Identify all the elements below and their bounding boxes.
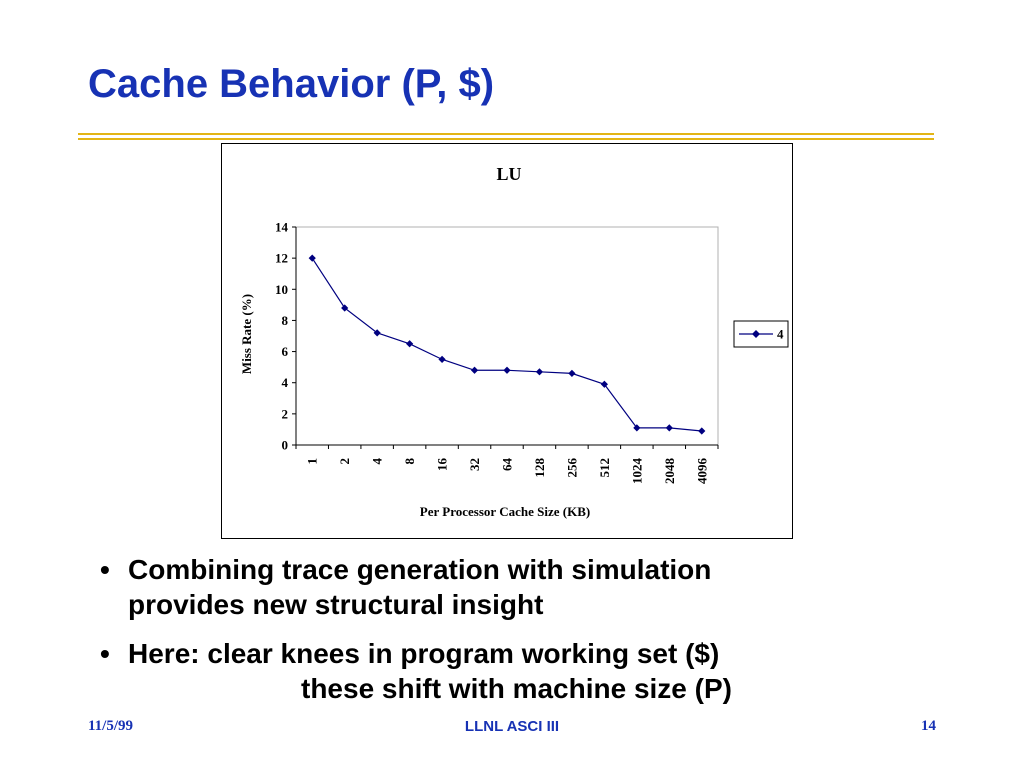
bullet-text-line: these shift with machine size (P): [301, 673, 732, 704]
data-point-marker: [665, 424, 673, 432]
slide-title: Cache Behavior (P, $): [88, 62, 495, 106]
bullet-text-line: Here: clear knees in program working set…: [128, 638, 720, 669]
y-tick-label: 2: [282, 406, 289, 421]
plot-area: [295, 226, 719, 446]
legend-label: 4: [777, 327, 784, 342]
y-tick-label: 10: [275, 282, 288, 297]
y-tick-label: 4: [282, 375, 289, 390]
x-tick-label: 32: [467, 458, 482, 471]
footer-page-number: 14: [921, 718, 936, 734]
bullet-item: • Here: clear knees in program working s…: [100, 636, 950, 706]
x-tick-label: 4: [370, 458, 385, 465]
y-tick-label: 8: [282, 313, 289, 328]
miss-rate-chart: LU 1 2 4 8 16 32 64 128 256 512 1024 2048 4096 02468…: [239, 164, 789, 519]
data-point-marker: [698, 427, 706, 435]
bullet-text-line: Combining trace generation with simulati…: [128, 554, 712, 585]
x-tick-label: 1024: [629, 458, 644, 485]
x-tick-label: 256: [564, 458, 579, 478]
legend-marker: [752, 330, 760, 338]
data-point-marker: [568, 369, 576, 377]
data-point-marker: [600, 380, 608, 388]
x-tick-label: 512: [597, 458, 612, 478]
x-tick-label: 2: [337, 458, 352, 465]
x-tick-label: 4096: [694, 458, 709, 485]
footer-date: 11/5/99: [88, 718, 134, 734]
x-tick-label: 8: [402, 458, 417, 465]
bullet-item: • Combining trace generation with simula…: [100, 552, 950, 622]
y-tick-labels: 0 2 4 6 8 10 12 14: [275, 220, 289, 453]
x-tick-label: 16: [435, 458, 450, 472]
data-point-marker: [633, 424, 641, 432]
bullet-dot: •: [100, 554, 110, 585]
title-rule-top: [78, 133, 934, 135]
bullet-text-line: provides new structural insight: [128, 589, 544, 620]
x-tick-labels: 1 2 4 8 16 32 64 128 256 512 1024 2048 4096: [305, 458, 710, 485]
data-point-marker: [470, 366, 479, 374]
title-rule-bottom: [78, 138, 934, 140]
y-tick-label: 12: [275, 251, 288, 266]
y-tick-label: 14: [275, 220, 289, 235]
data-point-marker: [503, 366, 511, 374]
x-tick-label: 128: [532, 458, 547, 478]
data-point-marker: [341, 304, 349, 312]
x-tick-label: 1: [305, 458, 320, 465]
y-axis-label: Miss Rate (%): [239, 294, 254, 374]
chart-title: LU: [496, 164, 521, 184]
y-tick-label: 0: [282, 438, 289, 453]
chart-axes: [292, 226, 719, 449]
x-axis-label: Per Processor Cache Size (KB): [420, 504, 590, 519]
data-point-marker: [308, 254, 316, 262]
footer-center: LLNL ASCI III: [464, 718, 560, 735]
x-tick-label: 64: [500, 458, 515, 472]
y-tick-label: 6: [282, 344, 289, 359]
bullet-list: • Combining trace generation with simula…: [100, 552, 950, 720]
bullet-dot: •: [100, 638, 110, 669]
legend: 4: [733, 320, 789, 348]
x-tick-label: 2048: [662, 458, 677, 485]
